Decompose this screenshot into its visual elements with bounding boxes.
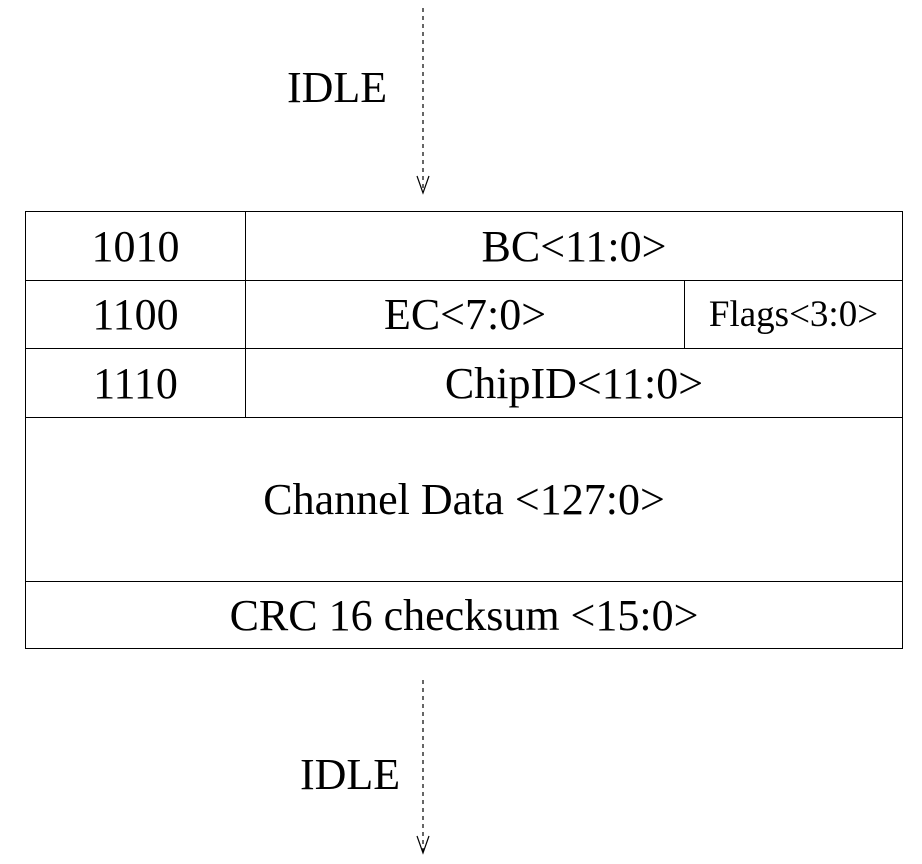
- bottom-dashed-arrow: [416, 680, 430, 855]
- flags-field-cell: Flags<3:0>: [708, 294, 879, 335]
- packet-row-chipid: 1110 ChipID<11:0>: [26, 349, 902, 418]
- packet-row-ec: 1100 EC<7:0> Flags<3:0>: [26, 281, 902, 349]
- crc-checksum-cell: CRC 16 checksum <15:0>: [229, 590, 699, 640]
- header-bits-cell: 1010: [26, 212, 246, 280]
- channel-data-cell: Channel Data <127:0>: [263, 475, 665, 524]
- ec-field-cell: EC<7:0>: [246, 281, 685, 348]
- packet-row-bc: 1010 BC<11:0>: [26, 212, 902, 281]
- header-bits-cell: 1110: [26, 349, 246, 417]
- packet-row-crc: CRC 16 checksum <15:0>: [26, 582, 902, 648]
- chipid-field-cell: ChipID<11:0>: [444, 358, 704, 408]
- idle-label-top: IDLE: [287, 63, 388, 112]
- packet-row-channel-data: Channel Data <127:0>: [26, 418, 902, 582]
- header-bits-cell: 1100: [26, 281, 246, 348]
- packet-frame: 1010 BC<11:0> 1100 EC<7:0> Flags<3:0> 11…: [25, 211, 903, 649]
- idle-label-bottom: IDLE: [300, 750, 401, 799]
- top-dashed-arrow: [416, 8, 430, 195]
- bc-field-cell: BC<11:0>: [481, 221, 667, 271]
